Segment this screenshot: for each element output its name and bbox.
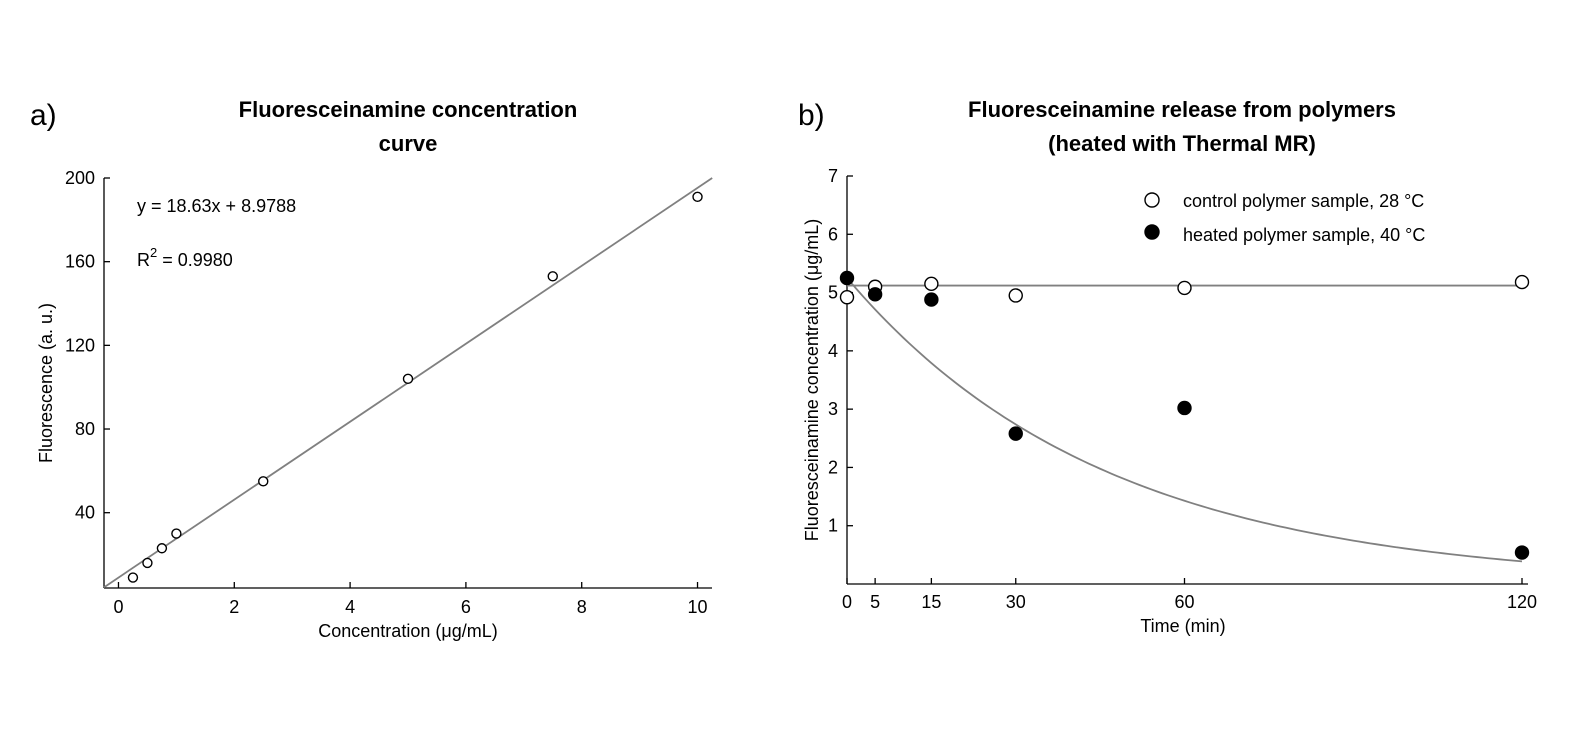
chart-b-x-ticks: 0 5 15 30 60 120 [842,578,1537,612]
x-tick-label: 2 [229,597,239,617]
x-tick-label: 6 [461,597,471,617]
r2-prefix: R [137,250,150,270]
heated-data-point [924,292,939,307]
heated-data-point [1514,545,1530,560]
chart-b-title-line-1: Fluoresceinamine release from polymers [968,97,1396,122]
data-point [402,373,414,385]
chart-a-y-ticks: 40 80 120 160 200 [65,168,110,523]
legend-label-heated: heated polymer sample, 40 °C [1183,225,1425,245]
x-tick-label: 4 [345,597,355,617]
x-tick-label: 15 [921,592,941,612]
heated-data-point [839,270,855,286]
y-tick-label: 3 [828,399,838,419]
y-tick-label: 4 [828,341,838,361]
y-tick-label: 200 [65,168,95,188]
panel-b-label: b) [798,99,825,132]
y-tick-label: 40 [75,503,95,523]
y-tick-label: 6 [828,224,838,244]
x-tick-label: 0 [113,597,123,617]
y-tick-label: 1 [828,516,838,536]
chart-b: b) Fluoresceinamine release from polymer… [798,97,1537,636]
data-point [127,572,139,583]
x-tick-label: 10 [688,597,708,617]
control-data-point [1008,288,1023,303]
chart-a-points [127,191,703,583]
data-point [171,528,182,539]
heated-data-point [1177,400,1192,416]
y-tick-label: 5 [828,283,838,303]
chart-b-heated-fit-curve [846,277,1523,563]
x-tick-label: 60 [1174,592,1194,612]
y-tick-label: 160 [65,252,95,272]
chart-a-title-line-2: curve [379,131,438,156]
data-point [142,557,153,569]
chart-a-title-line-1: Fluoresceinamine concentration [239,97,578,122]
chart-b-y-ticks: 1 2 3 4 5 6 7 [828,166,853,536]
chart-a-x-label: Concentration (μg/mL) [318,621,497,641]
chart-b-y-label: Fluoresceinamine concentration (μg/mL) [802,219,822,542]
y-tick-label: 7 [828,166,838,186]
control-data-point [1177,280,1192,296]
x-tick-label: 120 [1507,592,1537,612]
legend-marker-heated [1144,224,1160,240]
legend-label-control: control polymer sample, 28 °C [1183,191,1424,211]
chart-a-equation: y = 18.63x + 8.9788 [137,196,296,216]
x-tick-label: 0 [842,592,852,612]
y-tick-label: 80 [75,419,95,439]
data-point [258,476,269,487]
x-tick-label: 5 [870,592,880,612]
chart-b-points [839,270,1530,560]
data-point [156,543,168,554]
r2-value: = 0.9980 [157,250,233,270]
chart-b-legend: control polymer sample, 28 °C heated pol… [1144,191,1425,245]
heated-data-point [1008,426,1023,441]
control-data-point [924,276,939,292]
y-tick-label: 120 [65,335,95,355]
chart-a-x-ticks: 0 2 4 6 8 10 [113,582,708,617]
chart-b-title-line-2: (heated with Thermal MR) [1048,131,1316,156]
chart-b-x-label: Time (min) [1140,616,1225,636]
legend-marker-control [1144,192,1160,208]
data-point [692,191,703,203]
control-data-point [839,290,855,305]
x-tick-label: 30 [1006,592,1026,612]
heated-data-point [867,287,883,302]
r2-superscript: 2 [150,245,157,260]
chart-a-y-label: Fluorescence (a. u.) [36,303,56,463]
chart-a: a) Fluoresceinamine concentration curve … [30,97,713,641]
data-point [547,271,558,282]
y-tick-label: 2 [828,457,838,477]
control-data-point [1514,274,1530,290]
panel-a-label: a) [30,99,57,132]
x-tick-label: 8 [577,597,587,617]
chart-a-r-squared: R2 = 0.9980 [137,245,233,270]
